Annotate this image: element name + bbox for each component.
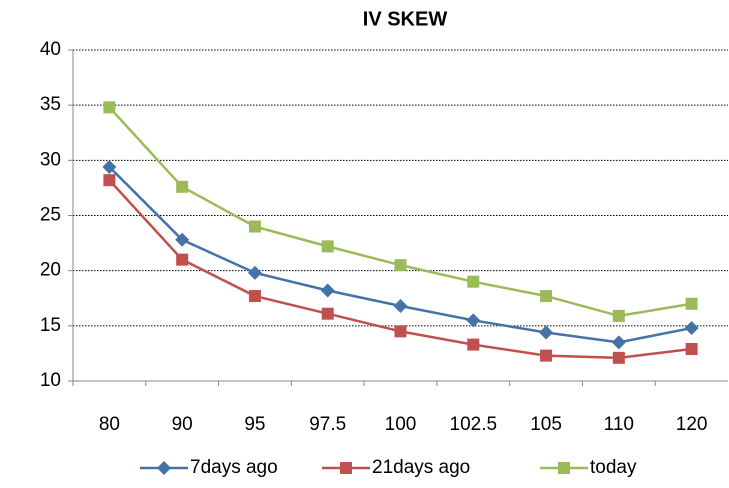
marker bbox=[248, 220, 261, 233]
marker bbox=[393, 298, 408, 313]
legend-label: 21days ago bbox=[372, 457, 470, 478]
marker bbox=[685, 297, 698, 310]
y-tick-label: 15 bbox=[40, 315, 61, 336]
y-tick-label: 30 bbox=[40, 149, 61, 170]
marker bbox=[394, 259, 407, 272]
marker bbox=[467, 275, 480, 288]
y-tick-label: 10 bbox=[40, 370, 61, 391]
marker bbox=[466, 313, 481, 328]
marker bbox=[157, 461, 171, 475]
marker bbox=[247, 265, 262, 280]
marker bbox=[612, 351, 625, 364]
marker bbox=[340, 462, 352, 474]
legend-label: 7days ago bbox=[190, 457, 278, 478]
marker bbox=[558, 462, 570, 474]
x-tick-label: 110 bbox=[604, 414, 634, 435]
marker bbox=[176, 180, 189, 193]
marker bbox=[103, 174, 116, 187]
series-line bbox=[108, 106, 692, 318]
marker bbox=[467, 338, 480, 351]
marker bbox=[248, 290, 261, 303]
marker bbox=[321, 240, 334, 253]
legend-label: today bbox=[590, 457, 637, 478]
marker bbox=[540, 290, 553, 303]
chart-title: IV SKEW bbox=[363, 8, 448, 30]
marker bbox=[539, 325, 554, 340]
y-tick-label: 35 bbox=[40, 94, 61, 115]
x-tick-label: 120 bbox=[676, 414, 708, 435]
marker bbox=[102, 159, 117, 174]
marker bbox=[321, 307, 334, 320]
x-tick-label: 90 bbox=[172, 414, 193, 435]
x-tick-label: 102.5 bbox=[450, 414, 498, 435]
marker bbox=[612, 309, 625, 322]
marker bbox=[175, 232, 190, 247]
x-tick-label: 100 bbox=[385, 414, 417, 435]
x-tick-label: 105 bbox=[530, 414, 562, 435]
x-tick-label: 97.5 bbox=[309, 414, 346, 435]
y-tick-label: 20 bbox=[40, 260, 61, 281]
x-tick-label: 80 bbox=[99, 414, 120, 435]
marker bbox=[685, 343, 698, 356]
y-tick-label: 25 bbox=[40, 205, 61, 226]
marker bbox=[320, 283, 335, 298]
marker bbox=[394, 325, 407, 338]
y-tick-label: 40 bbox=[40, 39, 61, 60]
series-line bbox=[108, 166, 692, 344]
marker bbox=[684, 321, 699, 336]
marker bbox=[540, 349, 553, 362]
marker bbox=[103, 101, 116, 114]
marker bbox=[176, 253, 189, 266]
marker bbox=[611, 335, 626, 350]
x-tick-label: 95 bbox=[244, 414, 265, 435]
